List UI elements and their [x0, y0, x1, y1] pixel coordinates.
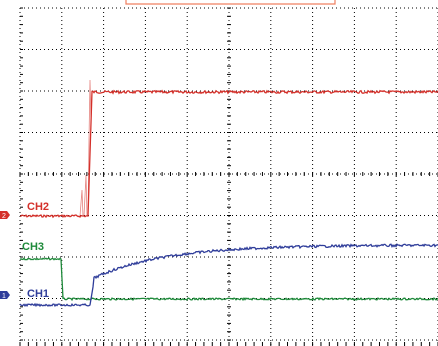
ch2-ground-marker[interactable]: 2 [0, 211, 10, 220]
ch1-ground-marker[interactable]: 1 [0, 291, 10, 300]
trigger-position-marker[interactable] [125, 0, 336, 5]
ch1-label: CH1 [27, 288, 49, 300]
ch2-waveform [19, 89, 438, 219]
graticule [19, 7, 438, 346]
ch2-marker-text: 2 [2, 213, 6, 220]
ch3-waveform [19, 257, 438, 302]
ch3-label: CH3 [22, 241, 44, 253]
ch2-label: CH2 [27, 201, 49, 213]
waveform-traces [19, 79, 438, 308]
ch1-marker-text: 1 [2, 293, 6, 300]
ch1-waveform [19, 243, 438, 308]
ch2-ringing [79, 79, 93, 217]
